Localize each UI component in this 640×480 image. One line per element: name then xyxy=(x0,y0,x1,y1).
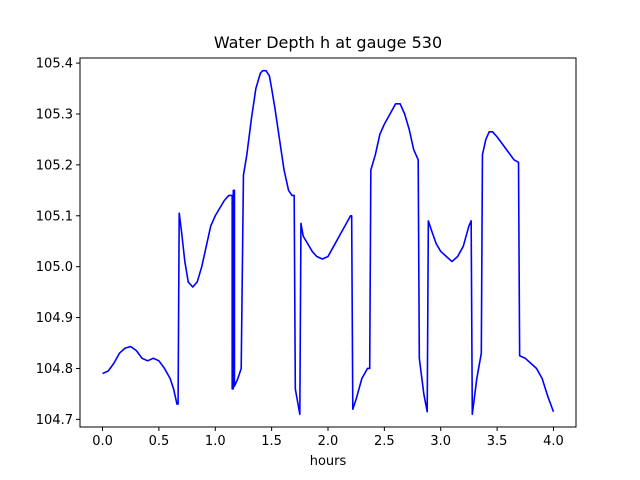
series-line xyxy=(102,69,555,416)
x-tick-label: 4.0 xyxy=(543,434,564,449)
y-tick-label: 104.9 xyxy=(36,311,73,326)
x-axis-ticks: 0.0 0.5 1.0 1.5 2.0 2.5 3.0 3.5 4.0 xyxy=(92,427,564,449)
y-tick-label: 105.3 xyxy=(36,107,73,122)
y-axis-ticks: 104.7 104.8 104.9 105.0 105.1 105.2 105.3 105.4 xyxy=(36,57,80,428)
x-tick-label: 1.0 xyxy=(205,434,226,449)
x-tick-label: 2.0 xyxy=(318,434,339,449)
x-tick-label: 2.5 xyxy=(374,434,395,449)
y-tick-label: 105.4 xyxy=(36,57,73,72)
x-axis-label: hours xyxy=(309,454,347,469)
y-tick-label: 105.2 xyxy=(36,158,73,173)
x-tick-label: 3.5 xyxy=(487,434,508,449)
x-tick-label: 0.5 xyxy=(149,434,170,449)
x-tick-label: 3.0 xyxy=(430,434,451,449)
chart-title: Water Depth h at gauge 530 xyxy=(213,33,443,52)
plot-frame xyxy=(79,57,577,428)
y-tick-label: 104.7 xyxy=(36,413,73,428)
y-tick-label: 105.1 xyxy=(36,209,73,224)
x-tick-label: 0.0 xyxy=(92,434,113,449)
y-tick-label: 104.8 xyxy=(36,362,73,377)
y-tick-label: 105.0 xyxy=(36,260,73,275)
x-tick-label: 1.5 xyxy=(261,434,282,449)
